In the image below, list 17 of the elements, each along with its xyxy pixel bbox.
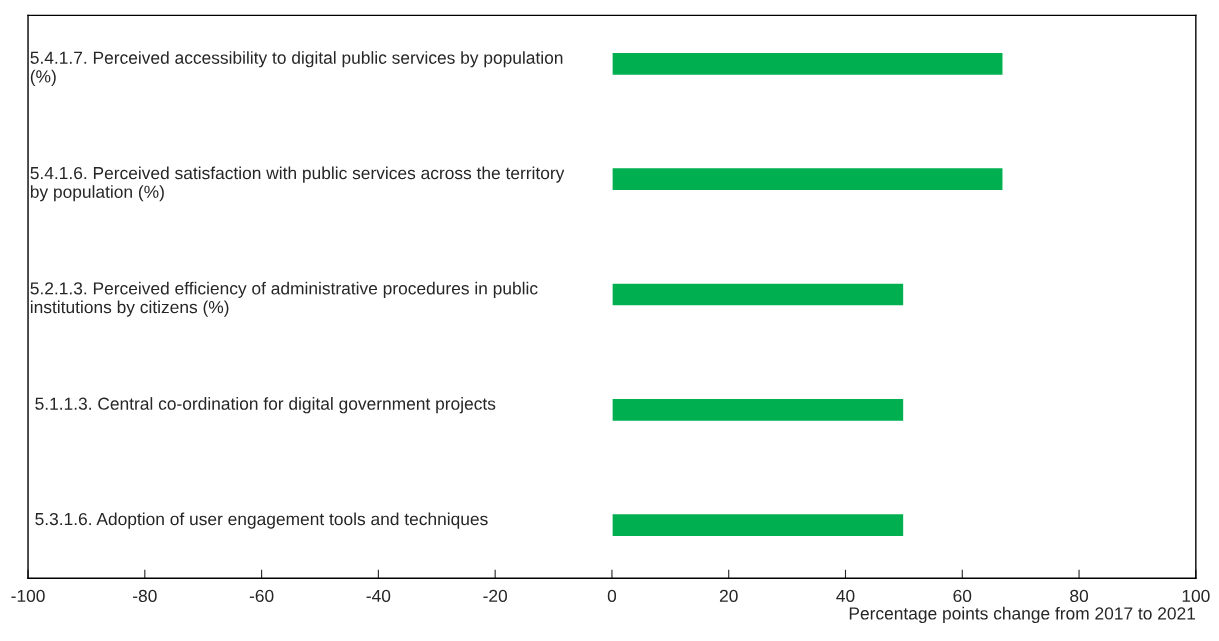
x-tick-label: -40	[366, 589, 391, 603]
y-tick-label: 5.4.1.6. Perceived satisfaction with public services across the territory by population (%)	[30, 166, 565, 202]
y-tick-label: 5.4.1.7. Perceived accessibility to digital public services by population (%)	[30, 51, 563, 87]
y-tick-label: 5.1.1.3. Central co-ordination for digital government projects	[35, 397, 496, 414]
x-axis-title: Percentage points change from 2017 to 2021	[849, 606, 1196, 624]
y-tick-label: 5.2.1.3. Perceived efficiency of administrative procedures in public institutions by citizens (%)	[30, 281, 538, 317]
x-tick-label: 40	[836, 589, 855, 603]
x-tick-label: 100	[1182, 589, 1210, 603]
x-tick-label: -80	[133, 589, 157, 603]
x-tick-label: 80	[1070, 589, 1089, 603]
x-tick-label: -60	[249, 589, 274, 603]
x-tick-label: 60	[953, 589, 972, 603]
x-tick-label: 0	[607, 589, 617, 603]
x-tick-label: -20	[483, 589, 508, 603]
y-tick-label: 5.3.1.6. Adoption of user engagement tools and techniques	[35, 512, 488, 529]
x-tick-label: -100	[11, 589, 45, 603]
x-tick-label: 20	[719, 589, 738, 603]
